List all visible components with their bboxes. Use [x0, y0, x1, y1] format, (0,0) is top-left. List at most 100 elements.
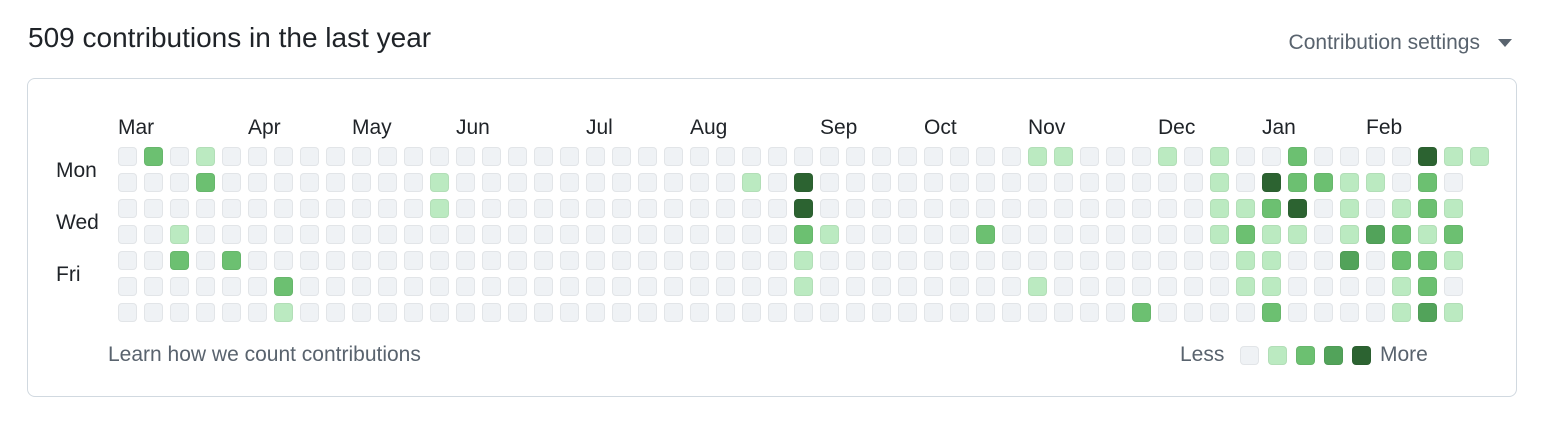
contribution-day-cell[interactable] — [742, 147, 761, 166]
contribution-day-cell[interactable] — [586, 199, 605, 218]
contribution-day-cell[interactable] — [118, 147, 137, 166]
contribution-day-cell[interactable] — [950, 173, 969, 192]
contribution-day-cell[interactable] — [1132, 173, 1151, 192]
contribution-day-cell[interactable] — [586, 147, 605, 166]
contribution-day-cell[interactable] — [612, 251, 631, 270]
contribution-day-cell[interactable] — [1184, 251, 1203, 270]
contribution-day-cell[interactable] — [742, 173, 761, 192]
contribution-day-cell[interactable] — [404, 303, 423, 322]
contribution-day-cell[interactable] — [326, 303, 345, 322]
contribution-day-cell[interactable] — [1340, 199, 1359, 218]
contribution-day-cell[interactable] — [872, 303, 891, 322]
contribution-day-cell[interactable] — [1340, 277, 1359, 296]
contribution-day-cell[interactable] — [326, 199, 345, 218]
contribution-day-cell[interactable] — [1262, 277, 1281, 296]
contribution-day-cell[interactable] — [768, 199, 787, 218]
contribution-day-cell[interactable] — [248, 173, 267, 192]
contribution-day-cell[interactable] — [1210, 147, 1229, 166]
contribution-day-cell[interactable] — [898, 173, 917, 192]
contribution-day-cell[interactable] — [300, 277, 319, 296]
contribution-day-cell[interactable] — [638, 147, 657, 166]
contribution-day-cell[interactable] — [326, 251, 345, 270]
contribution-day-cell[interactable] — [1262, 303, 1281, 322]
contribution-day-cell[interactable] — [1158, 303, 1177, 322]
contribution-day-cell[interactable] — [1106, 199, 1125, 218]
contribution-day-cell[interactable] — [248, 251, 267, 270]
contribution-day-cell[interactable] — [1054, 303, 1073, 322]
contribution-day-cell[interactable] — [1184, 303, 1203, 322]
contribution-day-cell[interactable] — [456, 147, 475, 166]
contribution-day-cell[interactable] — [1392, 251, 1411, 270]
contribution-day-cell[interactable] — [1392, 147, 1411, 166]
contribution-day-cell[interactable] — [820, 251, 839, 270]
contribution-day-cell[interactable] — [508, 225, 527, 244]
contribution-day-cell[interactable] — [534, 199, 553, 218]
contribution-day-cell[interactable] — [144, 277, 163, 296]
contribution-day-cell[interactable] — [612, 147, 631, 166]
contribution-day-cell[interactable] — [924, 147, 943, 166]
contribution-day-cell[interactable] — [1418, 199, 1437, 218]
contribution-day-cell[interactable] — [1262, 225, 1281, 244]
contribution-day-cell[interactable] — [898, 251, 917, 270]
contribution-day-cell[interactable] — [1158, 147, 1177, 166]
contribution-day-cell[interactable] — [1236, 147, 1255, 166]
contribution-day-cell[interactable] — [1288, 303, 1307, 322]
contribution-day-cell[interactable] — [1158, 173, 1177, 192]
contribution-day-cell[interactable] — [1002, 199, 1021, 218]
contribution-day-cell[interactable] — [1236, 225, 1255, 244]
contribution-day-cell[interactable] — [742, 225, 761, 244]
contribution-day-cell[interactable] — [1132, 251, 1151, 270]
contribution-day-cell[interactable] — [1054, 251, 1073, 270]
contribution-day-cell[interactable] — [1288, 147, 1307, 166]
contribution-day-cell[interactable] — [560, 303, 579, 322]
contribution-day-cell[interactable] — [352, 199, 371, 218]
contribution-day-cell[interactable] — [924, 225, 943, 244]
contribution-day-cell[interactable] — [534, 173, 553, 192]
contribution-day-cell[interactable] — [1444, 199, 1463, 218]
contribution-day-cell[interactable] — [612, 173, 631, 192]
contribution-day-cell[interactable] — [352, 225, 371, 244]
contribution-day-cell[interactable] — [534, 303, 553, 322]
contribution-day-cell[interactable] — [1366, 225, 1385, 244]
contribution-day-cell[interactable] — [144, 225, 163, 244]
contribution-day-cell[interactable] — [924, 303, 943, 322]
contribution-day-cell[interactable] — [508, 147, 527, 166]
contribution-day-cell[interactable] — [664, 303, 683, 322]
contribution-day-cell[interactable] — [1002, 303, 1021, 322]
contribution-day-cell[interactable] — [1314, 303, 1333, 322]
contribution-day-cell[interactable] — [196, 147, 215, 166]
contribution-day-cell[interactable] — [560, 277, 579, 296]
contribution-day-cell[interactable] — [1080, 251, 1099, 270]
contribution-day-cell[interactable] — [170, 277, 189, 296]
contribution-day-cell[interactable] — [924, 199, 943, 218]
contribution-day-cell[interactable] — [846, 303, 865, 322]
contribution-day-cell[interactable] — [950, 199, 969, 218]
contribution-day-cell[interactable] — [248, 225, 267, 244]
contribution-day-cell[interactable] — [846, 277, 865, 296]
contribution-day-cell[interactable] — [404, 199, 423, 218]
contribution-day-cell[interactable] — [794, 277, 813, 296]
contribution-day-cell[interactable] — [456, 251, 475, 270]
contribution-day-cell[interactable] — [1418, 303, 1437, 322]
contribution-day-cell[interactable] — [1132, 277, 1151, 296]
contribution-day-cell[interactable] — [1080, 173, 1099, 192]
contribution-day-cell[interactable] — [690, 199, 709, 218]
contribution-day-cell[interactable] — [638, 251, 657, 270]
contribution-day-cell[interactable] — [1236, 199, 1255, 218]
contribution-day-cell[interactable] — [716, 225, 735, 244]
contribution-day-cell[interactable] — [378, 277, 397, 296]
contribution-day-cell[interactable] — [976, 199, 995, 218]
contribution-day-cell[interactable] — [1054, 277, 1073, 296]
contribution-day-cell[interactable] — [638, 199, 657, 218]
contribution-day-cell[interactable] — [352, 173, 371, 192]
contribution-day-cell[interactable] — [430, 199, 449, 218]
contribution-day-cell[interactable] — [1366, 147, 1385, 166]
contribution-day-cell[interactable] — [1444, 303, 1463, 322]
contribution-day-cell[interactable] — [1236, 173, 1255, 192]
contribution-day-cell[interactable] — [144, 147, 163, 166]
contribution-day-cell[interactable] — [1054, 199, 1073, 218]
contribution-day-cell[interactable] — [1418, 225, 1437, 244]
contribution-day-cell[interactable] — [1054, 173, 1073, 192]
contribution-day-cell[interactable] — [274, 225, 293, 244]
contribution-day-cell[interactable] — [690, 277, 709, 296]
